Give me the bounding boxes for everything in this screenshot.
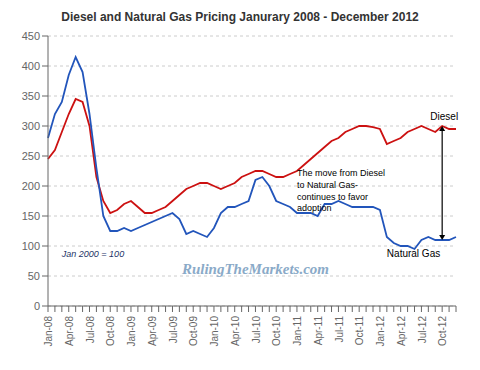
- svg-text:Jul-11: Jul-11: [334, 316, 345, 343]
- svg-text:Apr-08: Apr-08: [64, 316, 75, 346]
- svg-text:0: 0: [34, 300, 40, 312]
- svg-text:Oct-10: Oct-10: [271, 316, 282, 346]
- svg-text:Jul-12: Jul-12: [417, 316, 428, 344]
- svg-text:Jul-08: Jul-08: [85, 316, 96, 344]
- svg-text:200: 200: [22, 180, 40, 192]
- svg-text:Jan-12: Jan-12: [375, 316, 386, 347]
- svg-text:300: 300: [22, 120, 40, 132]
- svg-text:Apr-12: Apr-12: [396, 316, 407, 346]
- svg-text:Jul-10: Jul-10: [251, 316, 262, 344]
- svg-text:50: 50: [28, 270, 40, 282]
- svg-text:Oct-09: Oct-09: [188, 316, 199, 346]
- svg-text:Jan-11: Jan-11: [292, 316, 303, 346]
- svg-text:Oct-12: Oct-12: [437, 316, 448, 346]
- svg-text:Jan-08: Jan-08: [43, 316, 54, 347]
- html-text:Diesel and Natural Gas Pricing: Diesel and Natural Gas Pricing Janurary …: [61, 10, 419, 24]
- svg-text:Apr-11: Apr-11: [313, 316, 324, 346]
- svg-text:Diesel: Diesel: [430, 111, 458, 122]
- svg-text:RulingTheMarkets.com: RulingTheMarkets.com: [181, 261, 329, 277]
- svg-text:450: 450: [22, 30, 40, 42]
- svg-text:400: 400: [22, 60, 40, 72]
- svg-text:350: 350: [22, 90, 40, 102]
- svg-text:Jul-09: Jul-09: [168, 316, 179, 344]
- svg-text:Oct-11: Oct-11: [354, 316, 365, 346]
- svg-text:Natural Gas: Natural Gas: [387, 248, 440, 259]
- svg-text:Apr-10: Apr-10: [230, 316, 241, 346]
- svg-text:The move from Dieselto Natural: The move from Dieselto Natural Gas-conti…: [297, 168, 385, 213]
- svg-text:Jan-09: Jan-09: [126, 316, 137, 347]
- svg-text:250: 250: [22, 150, 40, 162]
- svg-text:Jan-10: Jan-10: [209, 316, 220, 347]
- svg-text:100: 100: [22, 240, 40, 252]
- svg-text:150: 150: [22, 210, 40, 222]
- svg-text:Jan 2000 = 100: Jan 2000 = 100: [61, 249, 124, 259]
- svg-text:Apr-09: Apr-09: [147, 316, 158, 346]
- svg-text:Oct-08: Oct-08: [105, 316, 116, 346]
